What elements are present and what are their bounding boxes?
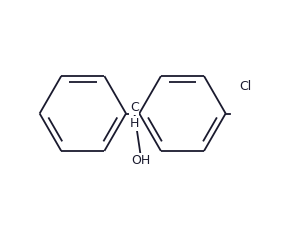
- Text: H: H: [130, 117, 139, 130]
- Text: Cl: Cl: [239, 80, 251, 94]
- Text: C: C: [130, 101, 139, 114]
- Text: OH: OH: [131, 154, 150, 167]
